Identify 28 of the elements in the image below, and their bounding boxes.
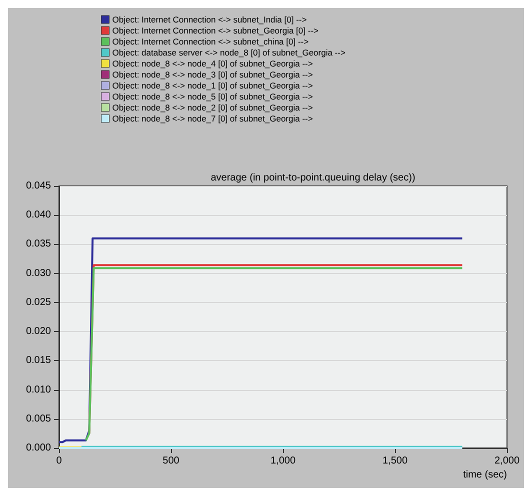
x-tick-label: 500 xyxy=(162,456,180,466)
y-tick-label: 0.000 xyxy=(26,442,52,454)
legend-label: Object: node_8 <-> node_7 [0] of subnet_Georgia --> xyxy=(112,114,313,124)
legend-label: Object: Internet Connection <-> subnet_India [0] --> xyxy=(112,14,307,24)
x-tick-label: 1,000 xyxy=(270,456,296,466)
line-series xyxy=(58,237,464,444)
legend-label: Object: node_8 <-> node_4 [0] of subnet_Georgia --> xyxy=(112,58,313,68)
x-tick-label: 0 xyxy=(56,456,62,466)
legend-label: Object: Internet Connection <-> subnet_Georgia [0] --> xyxy=(112,26,319,36)
legend-label: Object: Internet Connection <-> subnet_china [0] --> xyxy=(112,36,309,46)
y-tick-label: 0.030 xyxy=(26,268,52,279)
y-tick-label: 0.035 xyxy=(26,238,52,250)
legend-label: Object: node_8 <-> node_1 [0] of subnet_Georgia --> xyxy=(112,80,313,90)
legend-label: Object: database server <-> node_8 [0] of subnet_Georgia --> xyxy=(112,48,346,58)
y-tick-label: 0.010 xyxy=(26,384,52,396)
x-tick-label: 2,000 xyxy=(494,456,520,466)
y-tick-label: 0.015 xyxy=(26,355,52,366)
x-axis-title: time (sec) xyxy=(463,470,507,480)
x-tick-label: 1,500 xyxy=(382,456,408,466)
y-tick-label: 0.025 xyxy=(26,296,52,308)
y-tick-label: 0.005 xyxy=(26,413,52,424)
y-tick-label: 0.020 xyxy=(26,326,52,338)
legend-label: Object: node_8 <-> node_3 [0] of subnet_Georgia --> xyxy=(112,70,313,80)
legend-label: Object: node_8 <-> node_5 [0] of subnet_Georgia --> xyxy=(112,92,313,102)
chart-title: average (in point-to-point.queuing delay (sec)) xyxy=(210,172,416,184)
y-tick-label: 0.045 xyxy=(26,180,52,192)
legend-label: Object: node_8 <-> node_2 [0] of subnet_Georgia --> xyxy=(112,102,313,112)
y-tick-label: 0.040 xyxy=(26,210,52,221)
